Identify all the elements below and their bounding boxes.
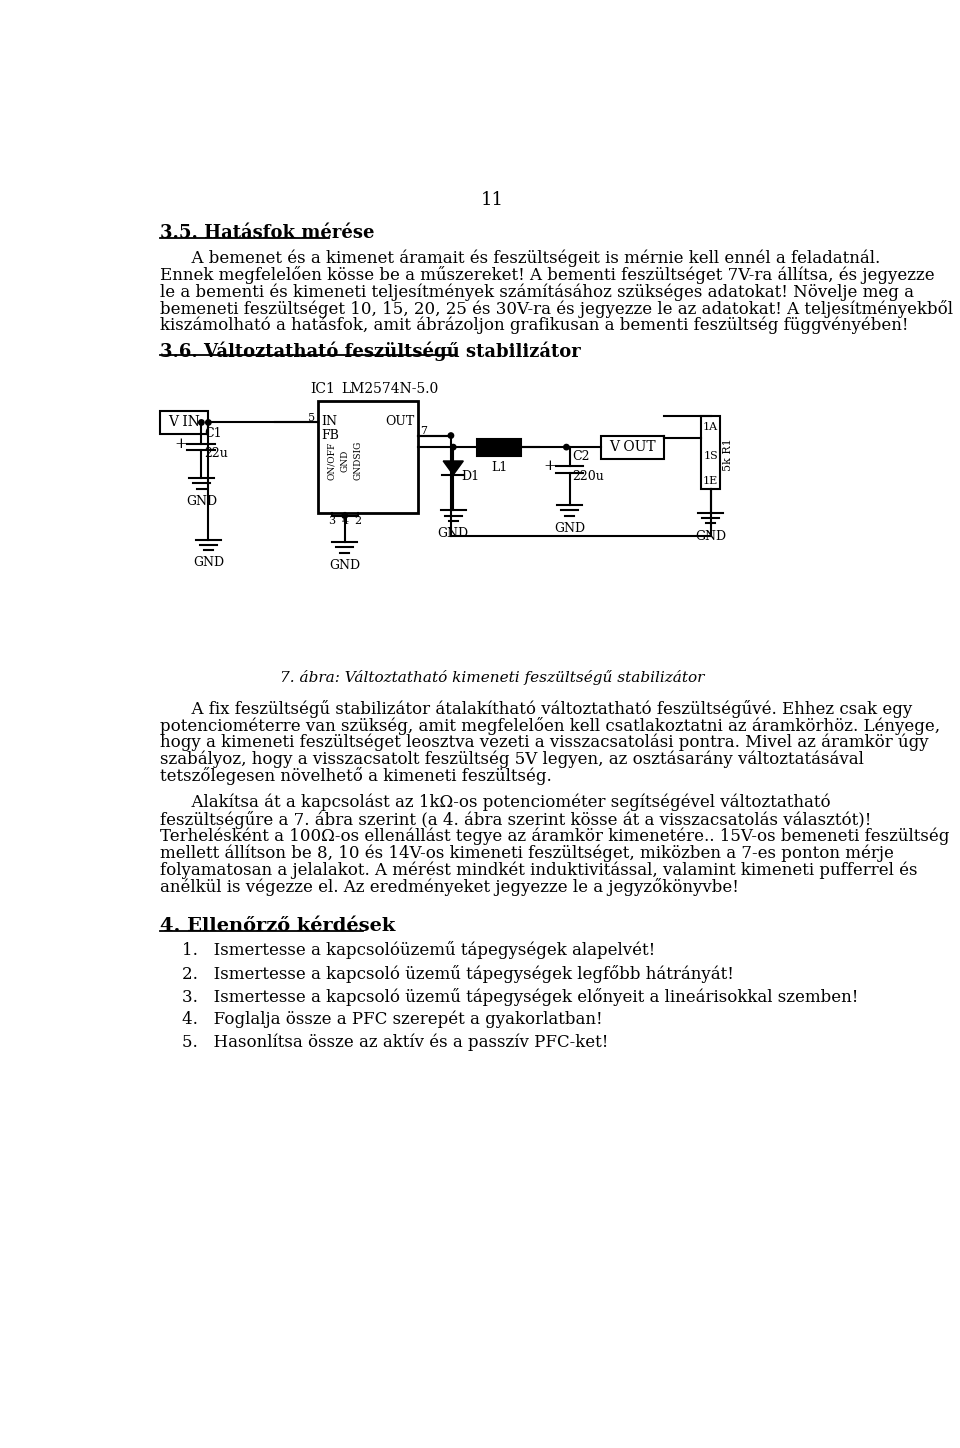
Text: GND: GND <box>340 449 349 472</box>
Text: A fix feszültségű stabilizátor átalakítható változtatható feszültségűvé. Ehhez c: A fix feszültségű stabilizátor átalakíth… <box>160 699 913 718</box>
Text: GND: GND <box>329 559 360 572</box>
Text: 3.6. Változtatható feszültségű stabilizátor: 3.6. Változtatható feszültségű stabilizá… <box>160 342 581 361</box>
Text: Ennek megfelelően kösse be a műszereket! A bementi feszültséget 7V-ra állítsa, é: Ennek megfelelően kösse be a műszereket!… <box>160 266 935 284</box>
Text: 4. Ellenőrző kérdések: 4. Ellenőrző kérdések <box>160 917 396 935</box>
Text: 5: 5 <box>308 413 315 423</box>
Text: C2: C2 <box>572 450 590 463</box>
Text: GND: GND <box>554 521 585 534</box>
Text: szabályoz, hogy a visszacsatolt feszültség 5V legyen, az osztásarány változtatás: szabályoz, hogy a visszacsatolt feszülts… <box>160 750 864 767</box>
Text: 4.   Foglalja össze a PFC szerepét a gyakorlatban!: 4. Foglalja össze a PFC szerepét a gyako… <box>182 1011 603 1028</box>
Circle shape <box>205 420 211 426</box>
Text: folyamatosan a jelalakot. A mérést mindkét induktivitással, valamint kimeneti pu: folyamatosan a jelalakot. A mérést mindk… <box>160 862 918 879</box>
Bar <box>476 439 521 456</box>
Polygon shape <box>444 460 464 475</box>
Text: GNDSIG: GNDSIG <box>353 440 363 481</box>
Text: 2: 2 <box>354 515 362 526</box>
Text: ON/OFF: ON/OFF <box>327 442 336 479</box>
Circle shape <box>448 433 454 439</box>
Text: 3.   Ismertesse a kapcsoló üzemű tápegységek előnyeit a lineárisokkal szemben!: 3. Ismertesse a kapcsoló üzemű tápegység… <box>182 988 858 1006</box>
Text: Alakítsa át a kapcsolást az 1kΩ-os potenciométer segítségével változtatható: Alakítsa át a kapcsolást az 1kΩ-os poten… <box>160 794 831 811</box>
Text: IC1: IC1 <box>310 382 335 395</box>
Text: FB: FB <box>322 429 340 442</box>
Text: 220u: 220u <box>572 469 605 482</box>
Text: potenciométerre van szükség, amit megfelelően kell csatlakoztatni az áramkörhöz.: potenciométerre van szükség, amit megfel… <box>160 717 941 734</box>
Text: 7. ábra: Változtatható kimeneti feszültségű stabilizátor: 7. ábra: Változtatható kimeneti feszülts… <box>279 670 705 685</box>
Text: GND: GND <box>438 527 468 540</box>
Text: mellett állítson be 8, 10 és 14V-os kimeneti feszültséget, miközben a 7-es ponto: mellett állítson be 8, 10 és 14V-os kime… <box>160 844 894 862</box>
Text: kiszámolható a hatásfok, amit ábrázoljon grafikusan a bementi feszültség függvén: kiszámolható a hatásfok, amit ábrázoljon… <box>160 317 909 334</box>
Text: LM2574N-5.0: LM2574N-5.0 <box>341 382 438 395</box>
Text: +: + <box>175 437 187 450</box>
Text: 1S: 1S <box>703 450 718 460</box>
Text: 3: 3 <box>328 515 335 526</box>
Text: 5k R1: 5k R1 <box>723 439 732 471</box>
Text: 5.   Hasonlítsa össze az aktív és a passzív PFC-ket!: 5. Hasonlítsa össze az aktív és a passzí… <box>182 1034 609 1051</box>
Text: IN: IN <box>322 414 338 427</box>
Bar <box>601 436 664 459</box>
Text: D1: D1 <box>461 469 479 482</box>
Circle shape <box>342 513 348 518</box>
Circle shape <box>199 420 204 426</box>
Text: 1.   Ismertesse a kapcsolóüzemű tápegységek alapelvét!: 1. Ismertesse a kapcsolóüzemű tápegysége… <box>182 941 656 960</box>
Text: 1A: 1A <box>703 423 718 433</box>
Circle shape <box>564 445 569 450</box>
Text: V OUT: V OUT <box>609 440 656 455</box>
Text: 3.5. Hatásfok mérése: 3.5. Hatásfok mérése <box>160 224 374 242</box>
Text: A bemenet és a kimenet áramait és feszültségeit is mérnie kell ennél a feladatná: A bemenet és a kimenet áramait és feszül… <box>160 249 880 266</box>
Bar <box>318 401 419 513</box>
Text: 4: 4 <box>341 515 348 526</box>
Text: hogy a kimeneti feszültséget leosztva vezeti a visszacsatolási pontra. Mivel az : hogy a kimeneti feszültséget leosztva ve… <box>160 734 929 752</box>
Text: GND: GND <box>695 530 726 543</box>
Text: le a bementi és kimeneti teljesítmények számításához szükséges adatokat! Növelje: le a bementi és kimeneti teljesítmények … <box>160 284 914 301</box>
Bar <box>701 417 720 489</box>
Circle shape <box>450 445 456 450</box>
Text: anélkül is végezze el. Az eredményeket jegyezze le a jegyzőkönyvbe!: anélkül is végezze el. Az eredményeket j… <box>160 879 739 896</box>
Text: 22u: 22u <box>204 447 228 460</box>
Text: OUT: OUT <box>385 414 415 427</box>
Text: 1E: 1E <box>703 476 718 487</box>
Text: GND: GND <box>193 556 224 569</box>
Text: +: + <box>543 459 556 473</box>
Text: 11: 11 <box>481 191 503 209</box>
Text: 7: 7 <box>420 426 427 436</box>
Bar <box>160 411 208 434</box>
Text: tetszőlegesen növelhető a kimeneti feszültség.: tetszőlegesen növelhető a kimeneti feszü… <box>160 767 552 785</box>
Text: 2.   Ismertesse a kapcsoló üzemű tápegységek legfőbb hátrányát!: 2. Ismertesse a kapcsoló üzemű tápegység… <box>182 964 733 983</box>
Text: GND: GND <box>186 495 217 508</box>
Text: feszültségűre a 7. ábra szerint (a 4. ábra szerint kösse át a visszacsatolás vál: feszültségűre a 7. ábra szerint (a 4. áb… <box>160 811 872 828</box>
Text: C1: C1 <box>204 427 222 440</box>
Text: Terhelésként a 100Ω-os ellenállást tegye az áramkör kimenetére.. 15V-os bemeneti: Terhelésként a 100Ω-os ellenállást tegye… <box>160 827 949 846</box>
Text: V IN: V IN <box>168 416 201 430</box>
Text: L1: L1 <box>491 460 507 473</box>
Text: bemeneti feszültséget 10, 15, 20, 25 és 30V-ra és jegyezze le az adatokat! A tel: bemeneti feszültséget 10, 15, 20, 25 és … <box>160 300 953 319</box>
